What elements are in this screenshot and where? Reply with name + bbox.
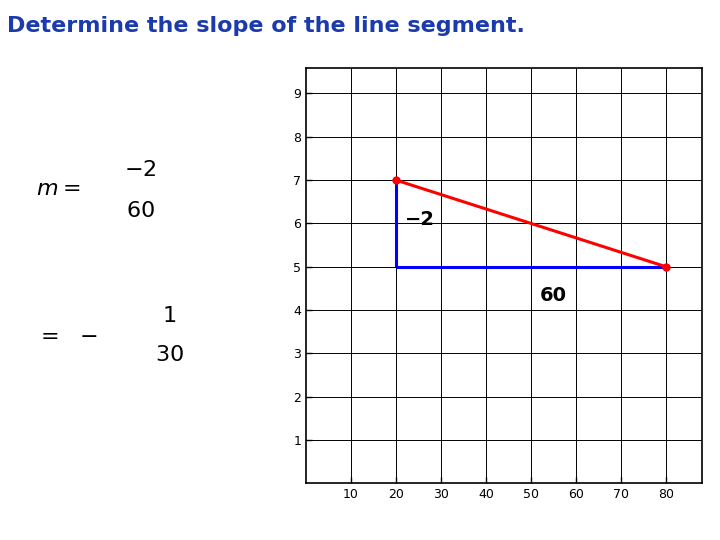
Text: $-2$: $-2$ [124, 159, 157, 181]
Text: $-$: $-$ [79, 324, 97, 346]
Text: −2: −2 [405, 210, 435, 228]
Text: $1$: $1$ [162, 305, 176, 327]
Text: $m=$: $m=$ [36, 178, 80, 200]
Text: $30$: $30$ [155, 345, 184, 366]
Text: 60: 60 [540, 286, 567, 305]
Text: $60$: $60$ [126, 200, 155, 221]
Text: $=$: $=$ [36, 324, 58, 346]
Text: Determine the slope of the line segment.: Determine the slope of the line segment. [7, 16, 525, 36]
